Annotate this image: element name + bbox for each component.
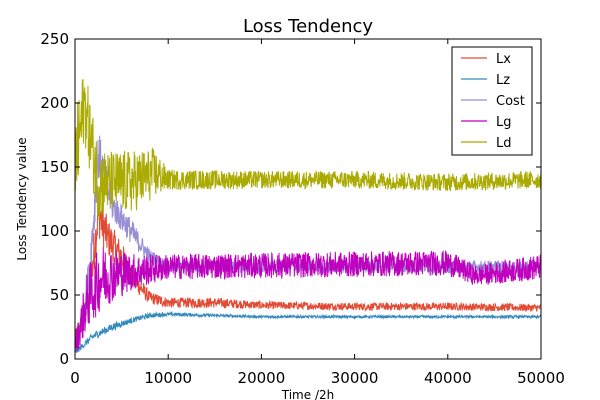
- series-line-lz: [75, 310, 541, 354]
- legend-label-cost: Cost: [496, 94, 525, 109]
- x-tick-label: 30000: [331, 369, 379, 387]
- legend-label-ld: Ld: [496, 136, 512, 151]
- series-line-ld: [75, 79, 541, 220]
- y-tick-label: 100: [40, 222, 69, 240]
- x-tick-label: 50000: [517, 369, 565, 387]
- x-tick-label: 0: [70, 369, 80, 387]
- legend-label-lg: Lg: [496, 115, 512, 130]
- x-tick-label: 20000: [238, 369, 286, 387]
- legend-box: [451, 46, 533, 156]
- legend-label-lz: Lz: [496, 73, 510, 88]
- y-tick-label: 150: [40, 158, 69, 176]
- x-axis-label: Time /2h: [281, 388, 334, 400]
- series-line-lx: [75, 195, 541, 343]
- axes-layer: 0 10000 20000 30000 40000 50000 0 50 100 150 200 25…: [40, 30, 565, 387]
- plot-frame: [74, 38, 542, 360]
- series-layer: [75, 79, 541, 354]
- legend: Lx Lz Cost Lg Ld: [451, 46, 533, 156]
- legend-label-lx: Lx: [496, 52, 511, 67]
- x-tick-label: 10000: [144, 369, 192, 387]
- series-line-lg: [75, 247, 541, 354]
- y-tick-label: 200: [40, 94, 69, 112]
- y-axis-label: Loss Tendency value: [15, 137, 29, 260]
- y-tick-label: 250: [40, 30, 69, 48]
- chart-title: Loss Tendency: [243, 16, 373, 37]
- y-tick-label: 50: [50, 286, 69, 304]
- y-tick-label: 0: [59, 350, 69, 368]
- x-tick-label: 40000: [424, 369, 472, 387]
